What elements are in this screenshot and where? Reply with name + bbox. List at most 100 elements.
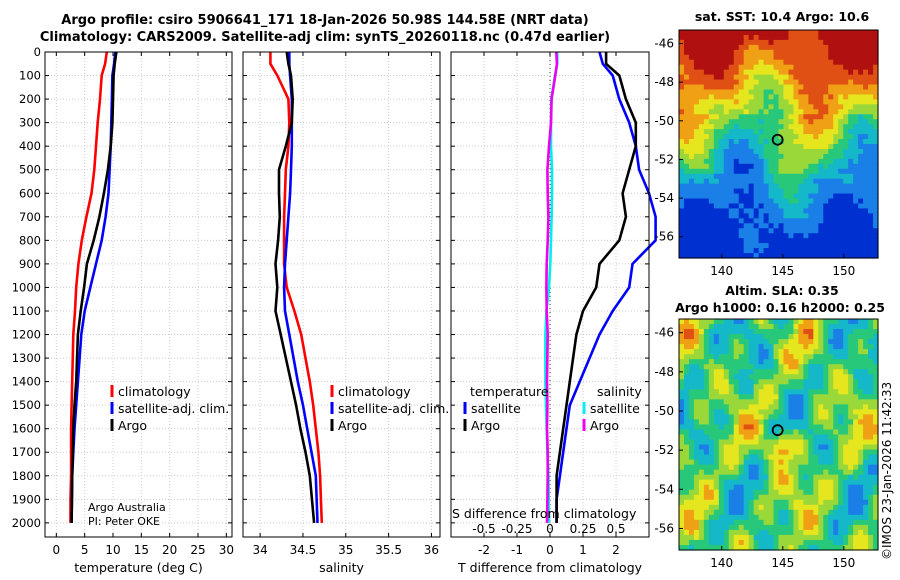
map-cell: [868, 414, 874, 421]
map-cell: [813, 434, 819, 441]
y-tick-label: 500: [19, 163, 41, 177]
map-cell: [873, 364, 879, 370]
map-cell: [718, 434, 725, 441]
map-cell: [783, 94, 790, 100]
map-cell: [753, 188, 760, 195]
map-cell: [828, 389, 834, 395]
map-cell: [773, 183, 780, 190]
map-cell: [763, 339, 770, 345]
map-cell: [778, 49, 785, 56]
map-cell: [703, 359, 710, 365]
map-cell: [808, 329, 814, 335]
map-cell: [679, 153, 685, 160]
map-cell: [773, 484, 780, 491]
map-cell: [683, 30, 690, 36]
map-cell: [713, 64, 720, 71]
map-cell: [748, 54, 755, 61]
map-cell: [788, 173, 795, 180]
map-cell: [808, 434, 814, 441]
map-cell: [788, 404, 795, 410]
map-cell: [713, 544, 720, 551]
map-cell: [733, 489, 740, 496]
y-tick-label: 900: [19, 257, 41, 271]
map-cell: [768, 124, 775, 130]
map-cell: [778, 248, 785, 254]
map-cell: [768, 208, 775, 214]
map-cell: [758, 334, 765, 340]
map-cell: [833, 379, 839, 385]
map-cell: [748, 213, 755, 219]
map-cell: [833, 59, 839, 66]
map-cell: [803, 54, 809, 61]
map-cell: [683, 233, 690, 239]
map-cell: [848, 544, 854, 551]
map-cell: [808, 439, 814, 446]
map-cell: [868, 494, 874, 501]
map-cell: [788, 44, 795, 51]
map-cell: [753, 104, 760, 110]
map-cell: [778, 109, 785, 115]
map-cell: [853, 64, 859, 71]
map-cell: [743, 509, 750, 516]
map-cell: [773, 94, 780, 100]
map-cell: [843, 243, 849, 249]
map-cell: [718, 74, 725, 81]
map-cell: [858, 469, 864, 476]
map-cell: [723, 494, 730, 501]
map-cell: [828, 129, 834, 135]
map-cell: [778, 339, 785, 345]
map-cell: [743, 178, 750, 185]
map-cell: [683, 74, 690, 81]
map-cell: [783, 153, 790, 160]
map-cell: [843, 514, 849, 521]
map-cell: [833, 44, 839, 51]
map-cell: [833, 69, 839, 76]
map-cell: [853, 203, 859, 210]
map-cell: [858, 198, 864, 205]
map-cell: [763, 109, 770, 115]
map-cell: [703, 499, 710, 506]
map-cell: [783, 489, 790, 496]
map-cell: [838, 173, 844, 180]
map-cell: [703, 84, 710, 91]
map-cell: [679, 454, 685, 461]
map-cell: [788, 529, 795, 536]
map-cell: [778, 369, 785, 375]
y-tick-label: -54: [654, 482, 674, 496]
map-cell: [768, 509, 775, 516]
map-cell: [698, 198, 705, 205]
map-cell: [843, 524, 849, 531]
map-cell: [713, 153, 720, 160]
map-cell: [858, 514, 864, 521]
map-cell: [738, 469, 745, 476]
map-cell: [858, 409, 864, 416]
map-cell: [748, 198, 755, 205]
map-cell: [873, 344, 879, 350]
map-cell: [703, 158, 710, 165]
map-cell: [848, 223, 854, 229]
map-cell: [758, 223, 765, 229]
map-cell: [743, 223, 750, 229]
map-cell: [698, 319, 705, 325]
map-cell: [693, 429, 700, 436]
map-cell: [808, 94, 814, 100]
map-cell: [693, 193, 700, 200]
map-cell: [718, 49, 725, 56]
map-cell: [838, 354, 844, 360]
map-cell: [853, 94, 859, 100]
map-cell: [863, 238, 869, 244]
map-cell: [848, 208, 854, 214]
map-cell: [788, 64, 795, 71]
map-cell: [863, 218, 869, 224]
map-cell: [873, 544, 879, 551]
map-cell: [693, 434, 700, 441]
map-cell: [853, 449, 859, 456]
map-cell: [858, 509, 864, 516]
map-cell: [679, 424, 685, 431]
map-cell: [868, 124, 874, 130]
map-cell: [873, 429, 879, 436]
map-cell: [843, 139, 849, 145]
map-cell: [688, 544, 695, 551]
map-cell: [868, 188, 874, 195]
map-cell: [773, 144, 780, 150]
